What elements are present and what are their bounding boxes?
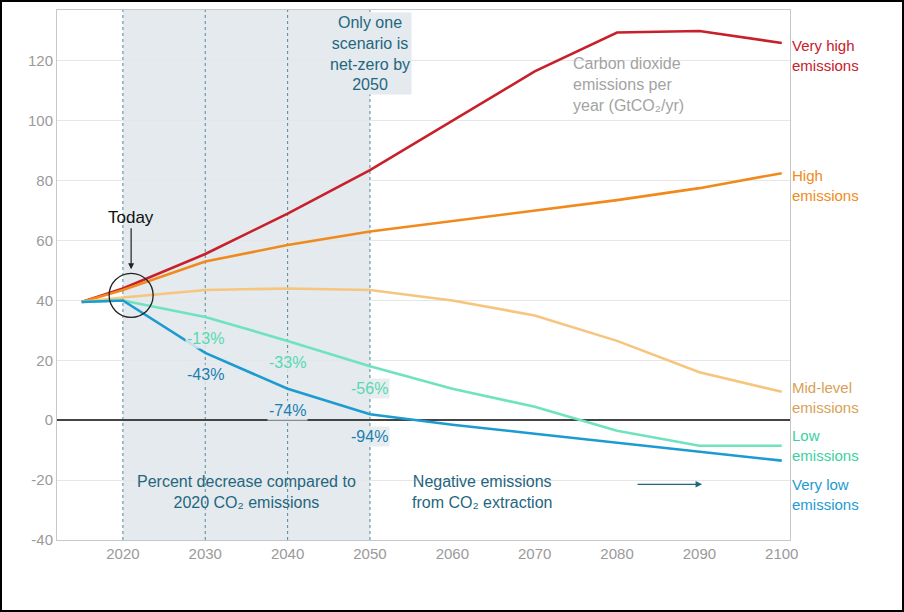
svg-text:0: 0 xyxy=(45,411,53,428)
svg-text:-33%: -33% xyxy=(269,354,306,371)
svg-text:120: 120 xyxy=(28,52,53,69)
svg-text:Negative emissionsfrom CO₂ ext: Negative emissionsfrom CO₂ extraction xyxy=(412,473,552,511)
svg-text:Highemissions: Highemissions xyxy=(792,167,859,204)
svg-text:2050: 2050 xyxy=(353,545,386,562)
svg-text:-74%: -74% xyxy=(269,402,306,419)
svg-text:Very lowemissions: Very lowemissions xyxy=(792,476,859,513)
svg-text:Mid-levelemissions: Mid-levelemissions xyxy=(792,379,859,416)
svg-text:2070: 2070 xyxy=(518,545,551,562)
svg-text:Only onescenario isnet-zero by: Only onescenario isnet-zero by2050 xyxy=(330,14,410,93)
svg-text:60: 60 xyxy=(36,232,53,249)
svg-text:Very highemissions: Very highemissions xyxy=(792,37,859,74)
svg-text:2090: 2090 xyxy=(683,545,716,562)
svg-text:-56%: -56% xyxy=(351,380,388,397)
svg-text:20: 20 xyxy=(36,352,53,369)
svg-text:Percent decrease compared to20: Percent decrease compared to2020 CO₂ emi… xyxy=(137,473,356,511)
svg-text:80: 80 xyxy=(36,172,53,189)
svg-text:2080: 2080 xyxy=(600,545,633,562)
svg-text:40: 40 xyxy=(36,292,53,309)
svg-text:Today: Today xyxy=(108,208,154,227)
svg-text:-43%: -43% xyxy=(187,366,224,383)
svg-text:2060: 2060 xyxy=(436,545,469,562)
svg-text:-13%: -13% xyxy=(187,330,224,347)
svg-text:2030: 2030 xyxy=(189,545,222,562)
svg-text:2040: 2040 xyxy=(271,545,304,562)
svg-text:100: 100 xyxy=(28,112,53,129)
svg-text:2100: 2100 xyxy=(765,545,798,562)
svg-text:-40: -40 xyxy=(31,531,53,548)
svg-text:2020: 2020 xyxy=(106,545,139,562)
svg-text:Carbon dioxideemissions peryea: Carbon dioxideemissions peryear (GtCO₂/y… xyxy=(573,55,684,114)
svg-text:-94%: -94% xyxy=(351,428,388,445)
svg-text:Lowemissions: Lowemissions xyxy=(792,427,859,464)
svg-text:-20: -20 xyxy=(31,471,53,488)
